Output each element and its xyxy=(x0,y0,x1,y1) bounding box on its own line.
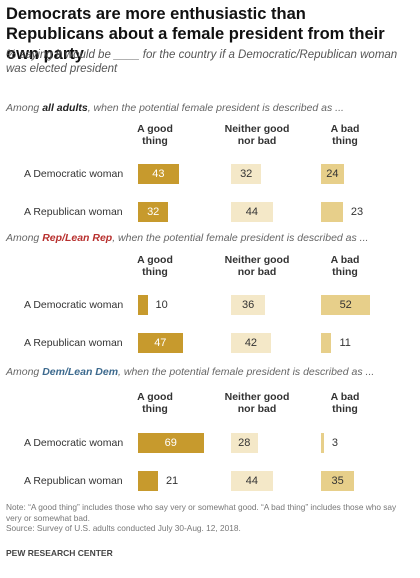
data-label: 69 xyxy=(164,437,177,449)
bar-good xyxy=(138,471,158,491)
bar-neither xyxy=(231,471,273,491)
bar-neither xyxy=(231,164,262,184)
data-label: 43 xyxy=(152,168,165,180)
data-label: 36 xyxy=(241,299,255,311)
chart-subtitle: % saying it would be ____ for the countr… xyxy=(6,49,398,75)
data-label: 10 xyxy=(155,299,168,311)
bar-bad xyxy=(321,202,343,222)
row-label: A Republican woman xyxy=(24,337,123,349)
column-header-bad: A bad thing xyxy=(330,391,360,415)
column-header-good: A good thing xyxy=(137,123,173,147)
panel-heading-group: Dem/Lean Dem xyxy=(42,366,119,378)
panel-heading-prefix: Among xyxy=(6,366,43,378)
data-label: 44 xyxy=(245,475,259,487)
bar-good xyxy=(138,333,183,353)
row-label: A Republican woman xyxy=(24,475,123,487)
panel-heading-prefix: Among xyxy=(6,102,43,114)
data-label: 32 xyxy=(240,168,253,180)
column-header-good: A good thing xyxy=(137,391,173,415)
data-label: 21 xyxy=(165,475,179,487)
data-label: 32 xyxy=(147,206,160,218)
chart-title: Democrats are more enthusiastic than Rep… xyxy=(6,5,385,63)
data-label: 3 xyxy=(331,437,338,449)
panel-heading-suffix: , when the potential female president is… xyxy=(118,366,375,378)
bar-bad xyxy=(321,333,332,353)
panel-heading-group: Rep/Lean Rep xyxy=(42,232,113,244)
footnote-source: Source: Survey of U.S. adults conducted … xyxy=(6,523,241,533)
bar-good xyxy=(138,295,148,315)
panel-heading: Among Rep/Lean Rep, when the potential f… xyxy=(6,232,368,244)
data-label: 35 xyxy=(331,475,344,487)
bar-bad xyxy=(321,295,371,315)
row-label: A Democratic woman xyxy=(24,168,124,180)
panel-heading-suffix: , when the potential female president is… xyxy=(87,102,344,114)
data-label: 44 xyxy=(245,206,259,218)
column-header-good: A good thing xyxy=(137,254,173,278)
panel-heading-prefix: Among xyxy=(6,232,43,244)
bar-neither xyxy=(231,295,266,315)
row-label: A Democratic woman xyxy=(24,437,124,449)
bar-bad xyxy=(321,471,355,491)
data-label: 23 xyxy=(350,206,364,218)
bar-bad xyxy=(321,164,344,184)
bar-good xyxy=(138,202,169,222)
data-label: 52 xyxy=(339,299,352,311)
panel-heading-suffix: , when the potential female president is… xyxy=(112,232,369,244)
row-label: A Democratic woman xyxy=(24,299,124,311)
data-label: 47 xyxy=(154,337,167,349)
data-label: 28 xyxy=(238,437,251,449)
column-header-bad: A bad thing xyxy=(330,123,360,147)
bar-neither xyxy=(231,202,273,222)
bar-neither xyxy=(231,333,271,353)
bar-good xyxy=(138,433,204,453)
panel-heading: Among all adults, when the potential fem… xyxy=(6,102,344,114)
bar-bad xyxy=(321,433,324,453)
footnote-note: Note: “A good thing” includes those who … xyxy=(6,502,397,523)
bar-neither xyxy=(231,433,258,453)
data-label: 42 xyxy=(244,337,258,349)
footnote: Note: “A good thing” includes those who … xyxy=(6,502,414,534)
column-header-bad: A bad thing xyxy=(330,254,360,278)
bar-good xyxy=(138,164,179,184)
column-header-neither: Neither good nor bad xyxy=(224,391,290,415)
panel-heading-group: all adults xyxy=(42,102,88,114)
data-label: 24 xyxy=(326,168,339,180)
row-label: A Republican woman xyxy=(24,206,123,218)
column-header-neither: Neither good nor bad xyxy=(224,254,290,278)
column-header-neither: Neither good nor bad xyxy=(224,123,290,147)
data-label: 11 xyxy=(339,337,351,349)
source-credit: PEW RESEARCH CENTER xyxy=(6,548,113,558)
panel-heading: Among Dem/Lean Dem, when the potential f… xyxy=(6,366,374,378)
